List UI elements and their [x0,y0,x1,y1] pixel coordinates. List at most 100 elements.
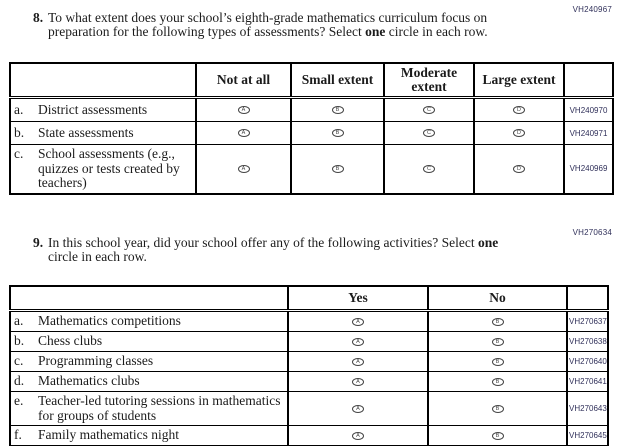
answer-oval-a[interactable]: A [237,165,250,174]
question-text-line: preparation for the following types of a… [48,25,488,39]
row-letter: f. [14,427,22,443]
question-text-segment: To what extent does your school’s eighth… [48,10,488,25]
row-code: VH270638 [566,331,609,352]
column-header-no: No [427,285,568,312]
answer-oval-a[interactable]: A [237,106,250,115]
answer-cell: B [427,391,568,426]
answer-oval-d[interactable]: D [513,165,525,174]
row-letter: a. [14,101,24,117]
answer-cell: A [195,97,292,122]
answer-cell: B [427,371,568,392]
answer-cell: A [195,144,292,194]
row-label: School assessments (e.g., quizzes or tes… [38,146,180,190]
answer-oval-a[interactable]: A [352,377,364,386]
column-header-moderate-extent: Moderate extent [383,62,475,99]
answer-oval-b[interactable]: B [491,404,504,413]
answer-cell: C [383,144,475,194]
table-row: f. Family mathematics night A B VH270645 [9,425,609,446]
row-label-cell: a. District assessments [9,97,197,122]
table-row: a. Mathematics competitions A B VH270637 [9,310,609,332]
answer-oval-b[interactable]: B [491,317,504,326]
code-column-header [566,285,609,312]
row-code: VH270645 [566,425,609,446]
question-text-line: circle in each row. [48,250,498,264]
question-8-table-body: a. District assessments A B C D VH240970 b. Stat… [9,97,614,194]
row-label-cell: f. Family mathematics night [9,425,289,446]
answer-cell: A [287,351,429,372]
question-8-text: To what extent does your school’s eighth… [48,11,488,39]
answer-oval-b[interactable]: B [491,337,504,346]
answer-cell: B [290,121,385,145]
answer-oval-a[interactable]: A [352,357,364,366]
question-text-line: To what extent does your school’s eighth… [48,11,488,25]
row-label-cell: e. Teacher-led tutoring sessions in mathe… [9,391,289,426]
answer-cell: D [473,144,565,194]
answer-cell: A [287,391,429,426]
answer-oval-c[interactable]: C [423,106,435,115]
answer-oval-b[interactable]: B [331,106,344,115]
row-letter: c. [14,146,24,161]
row-code: VH240971 [563,121,614,145]
row-letter: e. [14,393,24,408]
answer-oval-b[interactable]: B [491,357,504,366]
row-code: VH270637 [566,310,609,332]
answer-cell: B [427,331,568,352]
question-text-segment: In this school year, did your school off… [48,235,478,250]
question-9-number: 9. [33,235,44,250]
row-letter: d. [14,373,25,389]
column-header-small-extent: Small extent [290,62,385,99]
column-header-yes: Yes [287,285,429,312]
row-label: Teacher-led tutoring sessions in mathema… [38,393,281,423]
row-code: VH270640 [566,351,609,372]
question-8-table-header: Not at all Small extent Moderate extent Lar… [9,62,614,99]
answer-oval-d[interactable]: D [513,106,525,115]
question-9-table: Yes No a. Mathematics competitions A B VH2706… [9,285,609,446]
question-text-segment: circle in each row. [385,24,488,39]
header-row: Not at all Small extent Moderate extent Lar… [9,62,614,99]
answer-cell: A [287,310,429,332]
answer-cell: B [427,351,568,372]
answer-oval-a[interactable]: A [352,431,364,440]
answer-oval-b[interactable]: B [491,431,504,440]
table-row: b. State assessments A B C D VH240971 [9,121,614,145]
answer-oval-b[interactable]: B [331,129,344,138]
row-label-cell: c. School assessments (e.g., quizzes or t… [9,144,197,194]
row-label-cell: a. Mathematics competitions [9,310,289,332]
answer-oval-c[interactable]: C [423,165,435,174]
answer-oval-b[interactable]: B [331,165,344,174]
answer-oval-b[interactable]: B [491,377,504,386]
question-9-table-body: a. Mathematics competitions A B VH270637 b. Ch… [9,310,609,446]
table-row: c. Programming classes A B VH270640 [9,351,609,372]
row-letter: c. [14,353,24,369]
table-row: d. Mathematics clubs A B VH270641 [9,371,609,392]
table-corner-cell [9,62,197,99]
answer-oval-a[interactable]: A [352,337,364,346]
answer-oval-a[interactable]: A [352,404,364,413]
answer-cell: D [473,97,565,122]
answer-cell: A [195,121,292,145]
question-9-table-header: Yes No [9,285,609,312]
row-label-cell: b. State assessments [9,121,197,145]
answer-oval-d[interactable]: D [513,129,525,138]
question-9-form-code: VH270634 [572,228,612,237]
row-label: Chess clubs [38,333,103,349]
row-label: State assessments [38,124,134,140]
question-9-text: In this school year, did your school off… [48,236,498,264]
row-label: District assessments [38,101,148,117]
answer-oval-a[interactable]: A [352,317,364,326]
table-row: a. District assessments A B C D VH240970 [9,97,614,122]
row-letter: b. [14,333,25,349]
answer-cell: A [287,371,429,392]
answer-oval-c[interactable]: C [423,129,435,138]
answer-cell: A [287,331,429,352]
row-code: VH270643 [566,391,609,426]
row-code: VH240970 [563,97,614,122]
table-row: b. Chess clubs A B VH270638 [9,331,609,352]
question-8-number: 8. [33,10,44,25]
row-label: Mathematics clubs [38,373,140,389]
answer-cell: D [473,121,565,145]
question-9: 9. In this school year, did your school … [33,236,498,264]
row-label: Programming classes [38,353,154,369]
answer-oval-a[interactable]: A [237,129,250,138]
